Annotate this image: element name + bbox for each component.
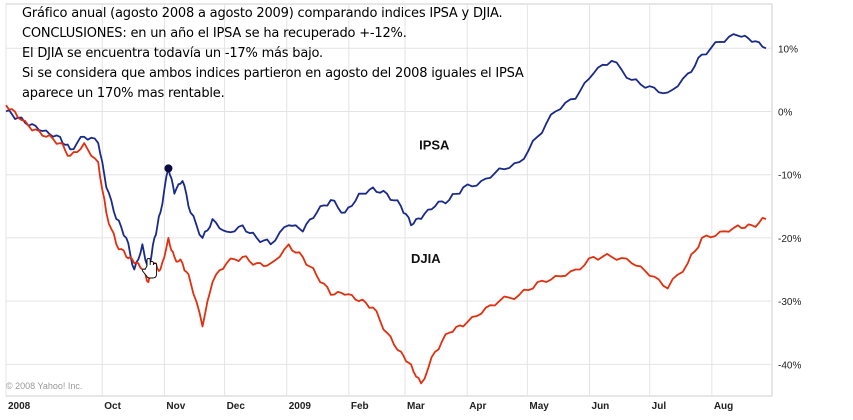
y-tick-label: -10% (778, 171, 801, 182)
annotation-line-3: El DJIA se encuentra todavía un -17% más… (22, 46, 323, 61)
annotation-line-2: CONCLUSIONES: en un año el IPSA se ha re… (22, 26, 407, 41)
x-axis-ticks: 2008 Oct Nov Dec 2009 Feb Mar Apr May Jun Jul Aug (8, 401, 733, 412)
x-tick-label: 2008 (8, 401, 31, 412)
y-tick-label: -30% (778, 297, 801, 308)
y-tick-label: 0% (778, 107, 793, 118)
y-tick-label: 10% (778, 44, 798, 55)
x-tick-label: Nov (166, 401, 185, 412)
plot-frame (5, 3, 773, 397)
x-tick-label: May (529, 401, 549, 412)
ipsa-marker-dot (164, 164, 173, 173)
annotation-line-1: Gráfico anual (agosto 2008 a agosto 2009… (22, 6, 503, 21)
x-tick-label: Feb (351, 401, 369, 412)
x-tick-label: Aug (714, 401, 733, 412)
series-line-djia (5, 104, 767, 385)
x-tick-label: Jul (652, 401, 667, 412)
x-tick-label: Apr (469, 401, 486, 412)
annotation-line-4: Si se considera que ambos indices partie… (22, 66, 524, 81)
series-line-ipsa (5, 33, 767, 271)
grid (5, 3, 773, 397)
hand-cursor-icon (142, 258, 158, 279)
x-tick-label: Jun (592, 401, 610, 412)
series-annotations: IPSA DJIA (411, 137, 450, 266)
series-label-djia: DJIA (411, 251, 441, 266)
y-axis-ticks: 10% 0% -10% -20% -30% -40% (778, 44, 801, 371)
x-tick-label: Dec (227, 401, 246, 412)
series-lines (5, 33, 767, 385)
annotation-line-5: aparece un 170% mas rentable. (22, 86, 225, 101)
copyright-text: © 2008 Yahoo! Inc. (6, 381, 82, 391)
x-tick-label: 2009 (289, 401, 312, 412)
y-tick-label: -20% (778, 234, 801, 245)
x-tick-label: Mar (407, 401, 425, 412)
x-tick-label: Oct (104, 401, 121, 412)
series-label-ipsa: IPSA (419, 137, 450, 152)
y-tick-label: -40% (778, 360, 801, 371)
